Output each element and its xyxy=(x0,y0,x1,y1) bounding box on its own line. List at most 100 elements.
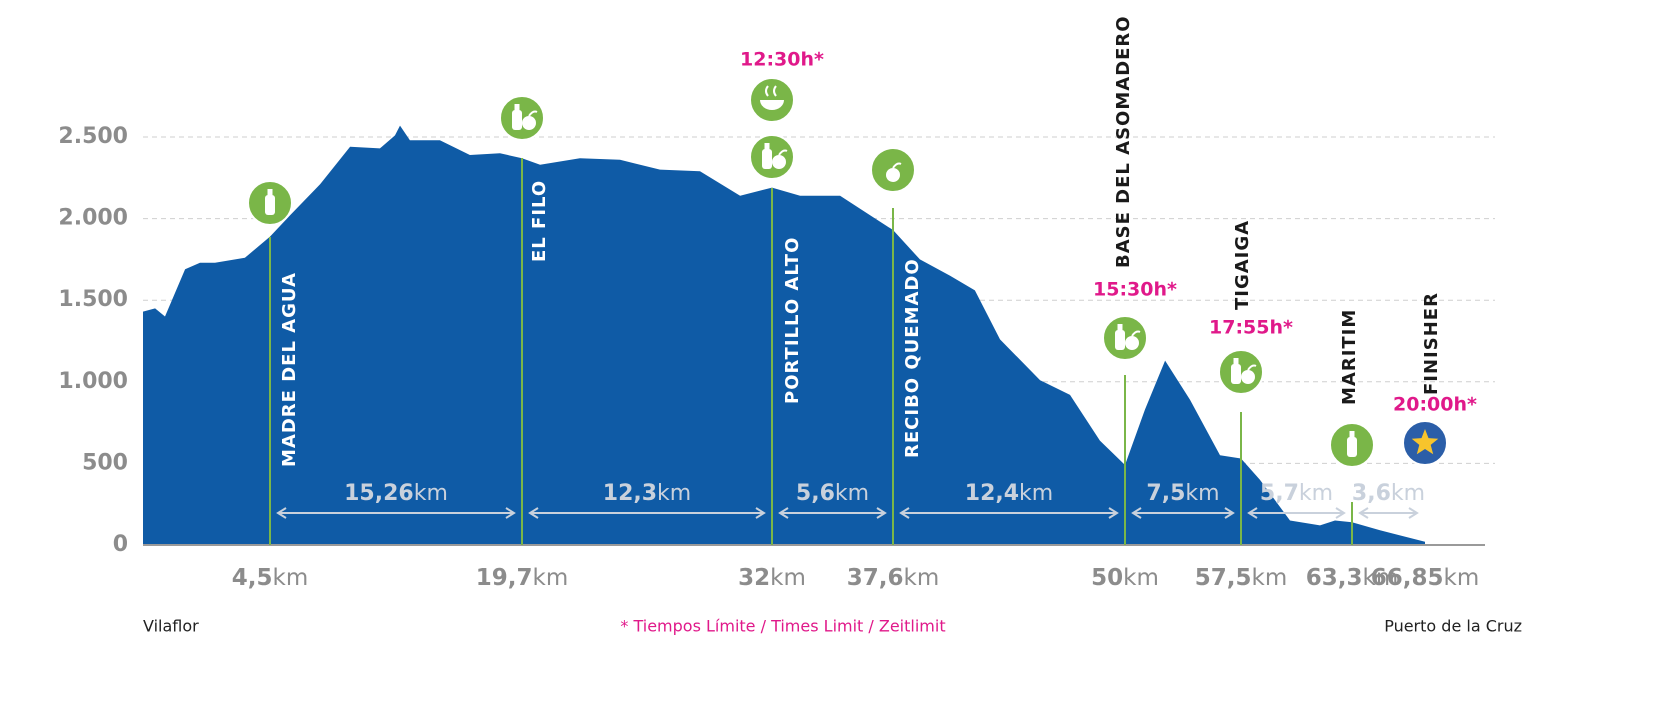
bottle xyxy=(762,149,772,169)
segment-arrow xyxy=(899,507,1119,519)
x-tick-label: 66,85km xyxy=(1371,565,1480,591)
bottle-neck xyxy=(267,189,273,196)
y-tick-label: 2.000 xyxy=(58,206,128,231)
checkpoint-name: MADRE DEL AGUA xyxy=(279,272,300,467)
arrow-head xyxy=(505,507,516,519)
segment-value: 5,7 xyxy=(1260,481,1299,506)
checkpoint-name: BASE DEL ASOMADERO xyxy=(1113,15,1134,268)
checkpoint-icon xyxy=(1329,422,1375,468)
checkpoint-icon xyxy=(247,180,293,226)
checkpoint-icon xyxy=(749,77,795,123)
y-tick-label: 1.500 xyxy=(58,287,128,312)
x-tick-label: 32km xyxy=(738,565,806,591)
checkpoint-name: TIGAIGA xyxy=(1232,220,1253,310)
checkpoint-name: MARITIM xyxy=(1339,309,1360,405)
km-unit: km xyxy=(770,565,806,591)
segment-label: 12,3km xyxy=(603,481,691,506)
x-tick-label: 50km xyxy=(1091,565,1159,591)
leaf xyxy=(778,149,788,156)
km-value: 4,5 xyxy=(232,565,273,591)
segment-value: 15,26 xyxy=(344,481,414,506)
segment-arrow xyxy=(1131,507,1235,519)
segment-label: 3,6km xyxy=(1352,481,1425,506)
checkpoint-name: RECIBO QUEMADO xyxy=(902,258,923,458)
arrow-head xyxy=(778,507,789,519)
segment-label: 7,5km xyxy=(1146,481,1219,506)
bottle-neck xyxy=(1349,431,1355,438)
arrow-head xyxy=(1358,507,1369,519)
segment-arrow xyxy=(1358,507,1419,519)
km-unit: km xyxy=(1363,565,1399,591)
segment-unit: km xyxy=(1391,481,1425,506)
arrow-head xyxy=(755,507,766,519)
arrow-head xyxy=(1335,507,1346,519)
leaf xyxy=(1131,330,1141,337)
arrow-head xyxy=(276,507,287,519)
fruit xyxy=(522,116,536,130)
footnote: * Tiempos Límite / Times Limit / Zeitlim… xyxy=(620,617,945,636)
km-unit: km xyxy=(1123,565,1159,591)
km-unit: km xyxy=(904,565,940,591)
segment-label: 5,7km xyxy=(1260,481,1333,506)
segment-unit: km xyxy=(1185,481,1219,506)
arrow-head xyxy=(1108,507,1119,519)
bottle xyxy=(1231,364,1241,384)
fruit xyxy=(1125,336,1139,350)
x-tick-label: 63,3km xyxy=(1306,565,1398,591)
arrow-head xyxy=(1408,507,1419,519)
km-value: 63,3 xyxy=(1306,565,1363,591)
km-unit: km xyxy=(273,565,309,591)
segment-unit: km xyxy=(657,481,691,506)
checkpoint-icon xyxy=(1218,349,1264,395)
segment-value: 12,3 xyxy=(603,481,657,506)
elevation-area xyxy=(143,125,1425,545)
segment-value: 3,6 xyxy=(1352,481,1391,506)
bottle-neck xyxy=(764,143,770,150)
km-unit: km xyxy=(1444,565,1480,591)
km-value: 32 xyxy=(738,565,770,591)
x-tick-label: 19,7km xyxy=(476,565,568,591)
leaf xyxy=(528,110,538,117)
y-tick-label: 1.000 xyxy=(58,369,128,394)
fruit xyxy=(886,168,900,182)
bottle xyxy=(512,110,522,130)
km-value: 19,7 xyxy=(476,565,533,591)
km-value: 37,6 xyxy=(847,565,904,591)
star xyxy=(1411,429,1439,455)
segment-arrow xyxy=(1247,507,1346,519)
arrow-head xyxy=(1247,507,1258,519)
segment-arrow xyxy=(276,507,516,519)
km-unit: km xyxy=(1252,565,1288,591)
arrow-head xyxy=(528,507,539,519)
checkpoint-name: EL FILO xyxy=(529,180,550,262)
x-tick-label: 4,5km xyxy=(232,565,308,591)
segment-unit: km xyxy=(1019,481,1053,506)
checkpoint-icon xyxy=(749,134,795,180)
x-tick-label: 37,6km xyxy=(847,565,939,591)
leaf xyxy=(1247,364,1257,371)
km-value: 66,85 xyxy=(1371,565,1444,591)
time-limit: 12:30h* xyxy=(740,49,824,71)
checkpoint-icon xyxy=(1102,315,1148,361)
bottle xyxy=(1347,437,1357,457)
fruit xyxy=(772,155,786,169)
segment-label: 15,26km xyxy=(344,481,448,506)
km-value: 57,5 xyxy=(1195,565,1252,591)
checkpoint-name: PORTILLO ALTO xyxy=(782,237,803,404)
segment-unit: km xyxy=(1299,481,1333,506)
bottle-neck xyxy=(514,104,520,111)
time-limit: 17:55h* xyxy=(1209,317,1293,339)
checkpoint-icon xyxy=(499,95,545,141)
y-tick-label: 2.500 xyxy=(58,124,128,149)
bottle-neck xyxy=(1117,324,1123,331)
segment-label: 12,4km xyxy=(965,481,1053,506)
segment-value: 5,6 xyxy=(796,481,835,506)
arrow-head xyxy=(899,507,910,519)
segment-unit: km xyxy=(414,481,448,506)
start-label: Vilaflor xyxy=(143,617,199,636)
segment-arrow xyxy=(528,507,766,519)
time-limit: 20:00h* xyxy=(1393,394,1477,416)
leaf xyxy=(892,162,902,169)
segment-label: 5,6km xyxy=(796,481,869,506)
